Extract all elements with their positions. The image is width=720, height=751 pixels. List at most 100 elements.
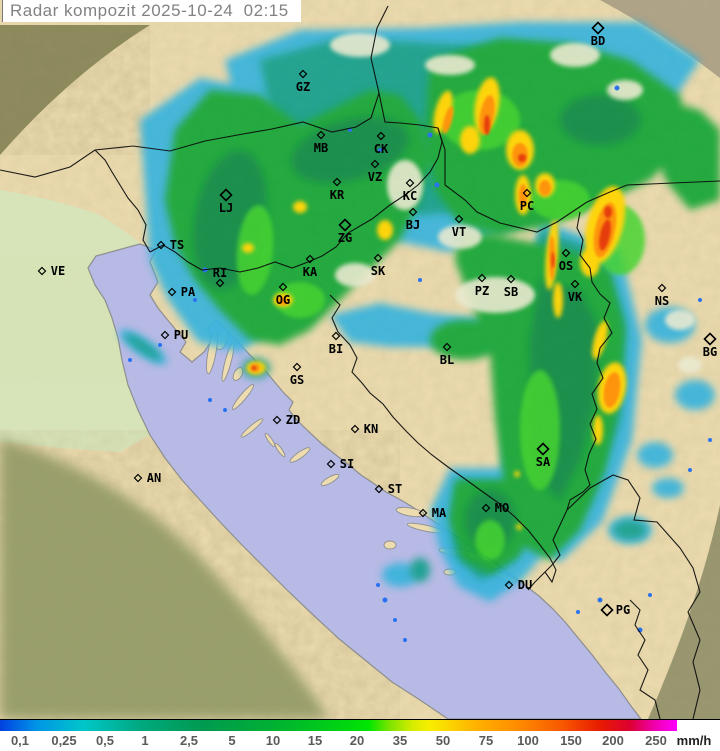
station-VT: VT (452, 214, 466, 239)
legend-value-10: 10 (265, 733, 281, 748)
legend-value-150: 150 (560, 733, 582, 748)
station-diamond-icon (133, 473, 143, 483)
station-CK: CK (374, 131, 389, 156)
legend-value-35: 35 (392, 733, 408, 748)
station-label: ZD (286, 413, 300, 427)
station-diamond-icon (316, 130, 326, 140)
legend-value-250: 250 (645, 733, 667, 748)
station-diamond-icon (37, 266, 47, 276)
legend-value-0_25: 0,25 (51, 733, 77, 748)
station-diamond-icon (350, 424, 360, 434)
station-label: MO (495, 501, 509, 515)
station-VZ: VZ (368, 159, 382, 184)
map-title: Radar kompozit 2025-10-24 02:15 (10, 1, 289, 20)
station-label: NS (655, 294, 669, 308)
station-label: MB (314, 141, 328, 155)
station-diamond-icon (600, 603, 614, 617)
station-diamond-icon (219, 188, 233, 202)
station-PC: PC (520, 188, 534, 213)
station-ZG: ZG (338, 218, 352, 245)
station-BD: BD (591, 21, 605, 48)
station-label: PU (174, 328, 188, 342)
station-DU: DU (504, 578, 532, 592)
station-diamond-icon (591, 21, 605, 35)
station-markers: VE TS PA PU AN LJ GZ MB KR CK VZ ZG KC BJ VT PC KA RI OG SK… (37, 21, 717, 617)
station-OS: OS (559, 248, 573, 273)
station-diamond-icon (405, 178, 415, 188)
station-diamond-icon (278, 282, 288, 292)
station-KN: KN (350, 422, 378, 436)
station-label: VZ (368, 170, 382, 184)
station-diamond-icon (373, 253, 383, 263)
station-diamond-icon (305, 254, 315, 264)
station-diamond-icon (370, 159, 380, 169)
station-label: PG (616, 603, 630, 617)
radar-map: VE TS PA PU AN LJ GZ MB KR CK VZ ZG KC BJ VT PC KA RI OG SK… (0, 0, 720, 719)
station-label: SI (340, 457, 354, 471)
station-diamond-icon (408, 207, 418, 217)
title-bar: Radar kompozit 2025-10-24 02:15 (2, 0, 301, 22)
station-PU: PU (160, 328, 188, 342)
station-label: BG (703, 345, 717, 359)
legend-value-200: 200 (602, 733, 624, 748)
legend-value-0_5: 0,5 (95, 733, 115, 748)
station-OG: OG (276, 282, 290, 307)
station-label: OS (559, 259, 573, 273)
station-GS: GS (290, 362, 304, 387)
legend-value-20: 20 (349, 733, 365, 748)
legend-value-75: 75 (478, 733, 494, 748)
station-diamond-icon (331, 331, 341, 341)
station-LJ: LJ (219, 188, 233, 215)
station-MB: MB (314, 130, 328, 155)
station-diamond-icon (272, 415, 282, 425)
station-diamond-icon (374, 484, 384, 494)
station-BJ: BJ (406, 207, 420, 232)
station-label: BJ (406, 218, 420, 232)
station-KA: KA (303, 254, 318, 279)
station-label: VT (452, 225, 466, 239)
station-NS: NS (655, 283, 669, 308)
station-label: KR (330, 188, 345, 202)
station-label: BI (329, 342, 343, 356)
plain-regions (0, 190, 150, 452)
station-label: VE (51, 264, 65, 278)
station-label: PA (181, 285, 196, 299)
station-label: MA (432, 506, 447, 520)
station-RI: RI (213, 266, 227, 288)
station-diamond-icon (215, 278, 225, 288)
legend-value-50: 50 (435, 733, 451, 748)
station-diamond-icon (442, 342, 452, 352)
station-label: GS (290, 373, 304, 387)
station-BI: BI (329, 331, 343, 356)
station-label: ZG (338, 231, 352, 245)
station-BG: BG (703, 332, 717, 359)
station-GZ: GZ (296, 69, 310, 94)
station-diamond-icon (326, 459, 336, 469)
station-label: TS (170, 238, 184, 252)
legend-value-2_5: 2,5 (179, 733, 199, 748)
station-label: PZ (475, 284, 489, 298)
station-AN: AN (133, 471, 161, 485)
legend-value-0_1: 0,1 (10, 733, 30, 748)
station-diamond-icon (338, 218, 352, 232)
station-diamond-icon (522, 188, 532, 198)
legend-unit: mm/h (676, 733, 712, 748)
station-SI: SI (326, 457, 354, 471)
legend-value-100: 100 (517, 733, 539, 748)
legend-value-1: 1 (141, 733, 149, 748)
station-label: KN (364, 422, 378, 436)
station-diamond-icon (703, 332, 717, 346)
station-label: LJ (219, 201, 233, 215)
station-KC: KC (403, 178, 417, 203)
station-MO: MO (481, 501, 509, 515)
station-diamond-icon (506, 274, 516, 284)
out-of-range-shading (0, 0, 720, 719)
station-diamond-icon (536, 442, 550, 456)
station-ST: ST (374, 482, 402, 496)
legend-gradient-bar (0, 720, 677, 731)
station-BL: BL (440, 342, 454, 367)
station-diamond-icon (160, 330, 170, 340)
station-VK: VK (568, 279, 583, 304)
station-diamond-icon (570, 279, 580, 289)
